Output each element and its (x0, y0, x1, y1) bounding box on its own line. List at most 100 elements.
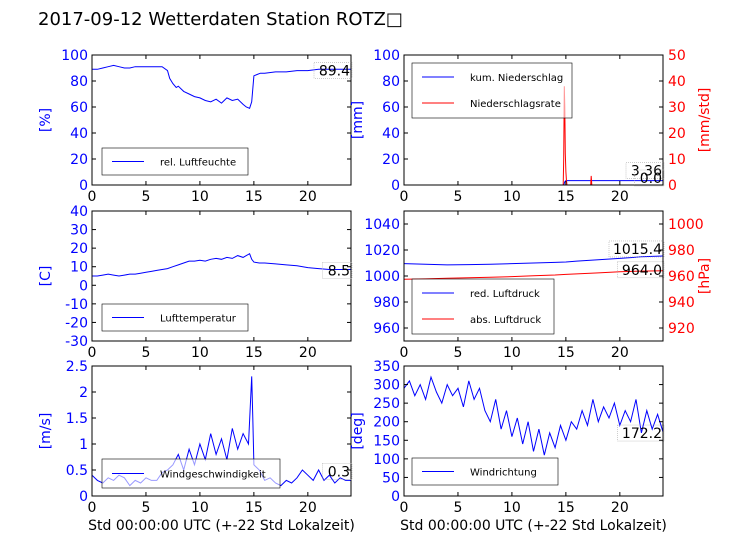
y-tick-label-right: 1000 (668, 217, 704, 233)
subplot-4: 0 5 10 15 20 960 980 1000 1020 1040 920 940 960 980 10… (364, 210, 713, 361)
y-tick-label: 0 (391, 178, 400, 194)
y-tick-label: 0 (79, 278, 88, 294)
y-axis-label: [m/s] (38, 413, 54, 450)
legend-label: Windgeschwindigkeit (160, 470, 266, 481)
y-tick-label: 1000 (364, 269, 400, 285)
y-tick-label: 350 (373, 359, 400, 375)
y-axis-label: [mm] (350, 101, 366, 139)
x-tick-label: 5 (141, 500, 150, 516)
x-tick-label: 0 (88, 500, 97, 516)
x-tick-label: 20 (611, 500, 629, 516)
y-axis-label: [C] (38, 266, 54, 287)
y-tick-label: -20 (65, 315, 88, 331)
y-tick-label-right: 920 (668, 321, 695, 337)
y-axis-label-right: [mm/std] (697, 88, 713, 153)
x-axis-label: Std 00:00:00 UTC (+-22 Std Lokalzeit) (400, 518, 667, 534)
y-tick-label: 20 (70, 241, 88, 257)
y-axis-label-right: [hPa] (697, 258, 713, 294)
legend-box (411, 278, 555, 335)
series-line-1 (404, 255, 663, 266)
series-line-2 (404, 270, 663, 280)
series-line-1 (404, 375, 663, 456)
x-tick-label: 0 (88, 345, 97, 361)
last-value-box (322, 463, 353, 480)
y-tick-label: 100 (373, 48, 400, 64)
y-tick-label: 1 (79, 437, 88, 453)
subplot-2: 0 5 10 15 20 0 20 40 60 80 100 0 10 20 30 40 50 [mm] [mm/s… (350, 48, 713, 205)
y-tick-label: 1.5 (66, 411, 88, 427)
last-value-label: 0.0 (640, 171, 662, 187)
x-tick-label: 15 (557, 345, 575, 361)
plot-frame (91, 365, 352, 497)
legend-label: kum. Niederschlag (470, 73, 563, 84)
y-tick-label: 2.5 (66, 359, 88, 375)
y-tick-label: 100 (61, 48, 88, 64)
x-tick-label: 5 (453, 345, 462, 361)
series-line-1 (404, 180, 663, 185)
y-axis-label: [%] (38, 108, 54, 132)
legend-label: red. Luftdruck (470, 289, 540, 300)
x-tick-label: 5 (141, 345, 150, 361)
x-tick-label: 15 (245, 189, 263, 205)
y-tick-label: 20 (70, 152, 88, 168)
series-line-1 (92, 252, 351, 277)
y-tick-label: 0 (79, 178, 88, 194)
x-tick-label: 10 (503, 189, 521, 205)
subplot-5: 0 5 10 15 20 0 0.5 1 1.5 2 2.5 [m/s] Std 00:00:00 UT… (38, 359, 355, 534)
y-tick-label: 960 (373, 321, 400, 337)
y-tick-label: 300 (373, 378, 400, 394)
last-value-box (313, 62, 353, 79)
last-value-label: 1015.4 (613, 242, 662, 258)
last-value-label: 0.3 (328, 464, 350, 480)
y-tick-label: 0 (391, 489, 400, 505)
y-tick-label: 20 (382, 152, 400, 168)
legend-label: abs. Luftdruck (470, 315, 541, 326)
y-tick-label: 60 (382, 100, 400, 116)
x-tick-label: 10 (191, 345, 209, 361)
x-tick-label: 0 (400, 345, 409, 361)
plot-frame (91, 210, 352, 342)
y-tick-label-right: 0 (668, 178, 677, 194)
x-tick-label: 20 (611, 189, 629, 205)
x-tick-label: 0 (400, 189, 409, 205)
y-tick-label: 40 (70, 126, 88, 142)
y-tick-label: 50 (382, 470, 400, 486)
y-tick-label-right: 10 (668, 152, 686, 168)
plot-frame (403, 365, 664, 497)
y-tick-label: 40 (382, 126, 400, 142)
y-tick-label: 80 (70, 74, 88, 90)
y-tick-label: 0 (79, 489, 88, 505)
x-tick-label: 0 (400, 500, 409, 516)
series-line-2 (404, 86, 663, 185)
legend-label: Niederschlagsrate (470, 99, 561, 110)
chart-title: 2017-09-12 Wetterdaten Station ROTZ□ (38, 9, 403, 30)
y-tick-label: 40 (70, 204, 88, 220)
y-tick-label: 30 (70, 223, 88, 239)
x-tick-label: 20 (299, 500, 317, 516)
y-tick-label: 100 (373, 452, 400, 468)
x-tick-label: 10 (191, 189, 209, 205)
x-tick-label: 10 (191, 500, 209, 516)
y-tick-label-right: 980 (668, 243, 695, 259)
y-axis-label: [deg] (350, 412, 366, 449)
last-value-label: 3.36 (631, 164, 662, 180)
legend-box (411, 62, 573, 119)
y-tick-label-right: 50 (668, 48, 686, 64)
x-tick-label: 5 (453, 500, 462, 516)
y-tick-label: 980 (373, 295, 400, 311)
x-tick-label: 20 (611, 345, 629, 361)
y-tick-label: 0.5 (66, 463, 88, 479)
y-tick-label-right: 960 (668, 269, 695, 285)
last-value-box (617, 261, 665, 279)
y-tick-label: 250 (373, 396, 400, 412)
x-tick-label: 0 (88, 189, 97, 205)
x-axis-label: Std 00:00:00 UTC (+-22 Std Lokalzeit) (88, 518, 355, 534)
subplot-3: 0 5 10 15 20 -30 -20 -10 0 10 20 30 40 [C] Lufttempera… (38, 204, 353, 361)
y-tick-label: 1020 (364, 243, 400, 259)
last-value-label: 8.5 (328, 264, 350, 280)
legend-label: rel. Luftfeuchte (160, 158, 236, 169)
y-tick-label: 2 (79, 385, 88, 401)
y-tick-label: -10 (65, 297, 88, 313)
